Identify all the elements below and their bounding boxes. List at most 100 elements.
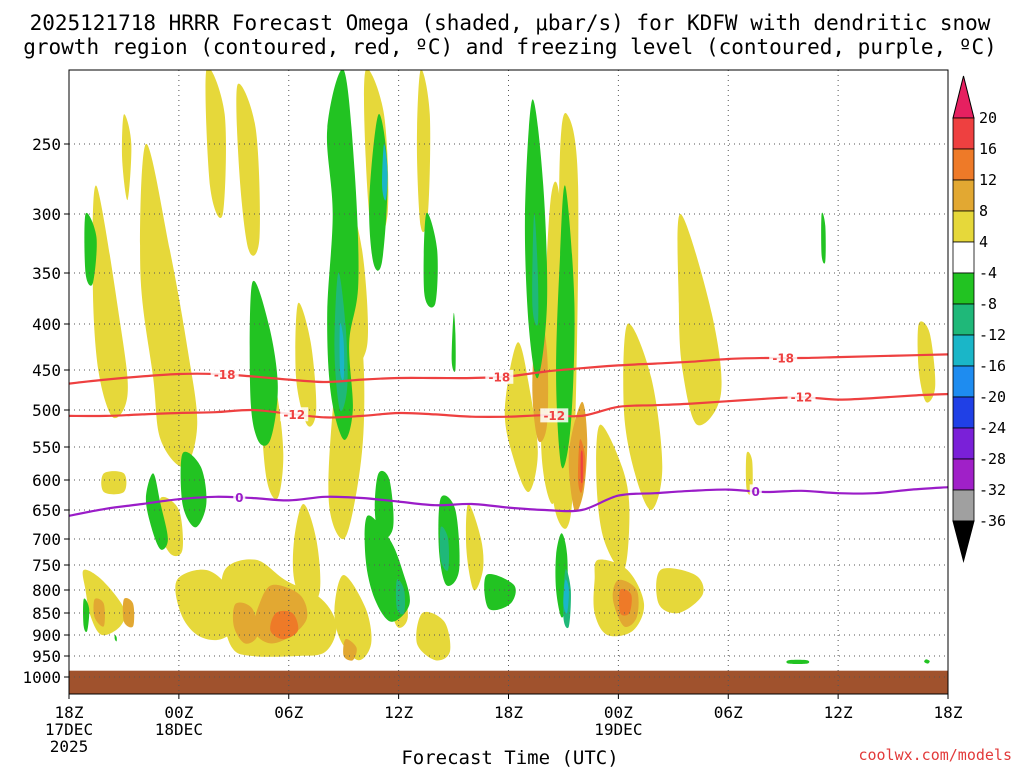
- contour-label-bg: [749, 484, 762, 499]
- x-tick-label: 00Z: [604, 703, 633, 722]
- omega-region: [745, 451, 753, 495]
- omega-region: [563, 579, 569, 614]
- contour-label: -18: [772, 352, 794, 366]
- y-tick-label: 400: [32, 315, 61, 334]
- omega-region: [451, 312, 456, 372]
- colorbar-swatch: [952, 148, 975, 181]
- axis-ticks: 250 300 350 400 450 500 550 600 650 700 750 800 850 9…: [22, 135, 962, 756]
- x-tick-label: 19DEC: [594, 720, 642, 739]
- omega-region: [122, 598, 135, 628]
- omega-region: [532, 213, 539, 326]
- x-tick-label: 18DEC: [155, 720, 203, 739]
- colorbar-swatch: [952, 489, 975, 522]
- x-tick-label: 00Z: [164, 703, 193, 722]
- colorbar-label: 4: [979, 233, 988, 251]
- omega-region: [580, 450, 583, 484]
- chart-title-line1: 2025121718 HRRR Forecast Omega (shaded, …: [30, 11, 991, 35]
- contour-label: -18: [489, 370, 511, 384]
- omega-region: [416, 611, 451, 661]
- grid-lines: [69, 70, 948, 694]
- omega-region: [292, 504, 321, 609]
- omega-region: [101, 471, 127, 495]
- x-tick-label: 18Z: [934, 703, 963, 722]
- omega-region: [369, 114, 388, 271]
- colorbar-label: -20: [979, 388, 1006, 406]
- omega-region: [93, 598, 105, 627]
- y-tick-label: 500: [32, 401, 61, 420]
- omega-region: [121, 114, 132, 201]
- omega-region: [180, 451, 207, 528]
- colorbar-swatch: [952, 396, 975, 429]
- colorbar-swatch: [952, 303, 975, 336]
- omega-region: [295, 302, 317, 427]
- contour-label-bg: [787, 390, 816, 405]
- colorbar-swatch: [952, 241, 975, 274]
- colorbar: 20 16 12 8 4 -4 -8 -12 -16 -20 -24 -28 -32 -36: [952, 75, 1006, 563]
- omega-region: [439, 526, 449, 571]
- y-tick-label: 1000: [22, 668, 61, 687]
- omega-region: [92, 185, 128, 419]
- contour-label-bg: [280, 407, 309, 422]
- x-tick-label: 2025: [50, 737, 89, 756]
- omega-shading: [82, 70, 936, 664]
- omega-region: [339, 323, 345, 381]
- colorbar-swatch: [952, 210, 975, 243]
- x-tick-label: 12Z: [824, 703, 853, 722]
- y-tick-label: 750: [32, 556, 61, 575]
- colorbar-label: -24: [979, 419, 1006, 437]
- contour-label: 0: [235, 491, 243, 505]
- y-tick-label: 600: [32, 471, 61, 490]
- omega-region: [484, 574, 516, 611]
- colorbar-label: 8: [979, 202, 988, 220]
- contour-label: -12: [543, 409, 565, 423]
- colorbar-swatch: [952, 365, 975, 398]
- omega-region: [205, 70, 226, 219]
- omega-region: [618, 588, 632, 616]
- omega-region: [423, 212, 438, 308]
- contour-label: -18: [214, 368, 236, 382]
- chart-title-line2: growth region (contoured, red, ºC) and f…: [23, 35, 997, 59]
- colorbar-label: -4: [979, 264, 997, 282]
- colorbar-label: -28: [979, 450, 1006, 468]
- contour-label-bg: [769, 351, 798, 366]
- x-tick-label: 12Z: [384, 703, 413, 722]
- omega-region: [465, 503, 484, 591]
- colorbar-label: -8: [979, 295, 997, 313]
- y-tick-label: 450: [32, 361, 61, 380]
- y-tick-label: 700: [32, 530, 61, 549]
- colorbar-swatch: [952, 117, 975, 150]
- omega-region: [416, 70, 431, 233]
- contour-label-bg: [233, 490, 246, 505]
- omega-region: [623, 323, 663, 511]
- y-tick-label: 850: [32, 604, 61, 623]
- y-tick-label: 350: [32, 264, 61, 283]
- y-tick-label: 950: [32, 647, 61, 666]
- x-tick-label: 18Z: [494, 703, 523, 722]
- contour-label-bg: [485, 369, 514, 384]
- ground-surface: [69, 670, 948, 694]
- omega-region: [786, 659, 810, 664]
- colorbar-swatch: [952, 458, 975, 491]
- colorbar-label: 12: [979, 171, 997, 189]
- credit-link[interactable]: coolwx.com/models: [858, 746, 1012, 764]
- y-tick-label: 550: [32, 438, 61, 457]
- omega-region: [382, 143, 388, 201]
- omega-region: [82, 569, 126, 636]
- omega-region: [145, 473, 168, 550]
- omega-region: [270, 610, 299, 640]
- x-tick-label: 17DEC: [45, 720, 93, 739]
- x-tick-label: 06Z: [274, 703, 303, 722]
- contour-label-bg: [210, 367, 239, 382]
- colorbar-label: -12: [979, 326, 1006, 344]
- colorbar-label: 16: [979, 140, 997, 158]
- y-tick-label: 650: [32, 501, 61, 520]
- omega-region: [821, 212, 826, 264]
- x-tick-label: 18Z: [55, 703, 84, 722]
- contour-label: -12: [791, 391, 813, 405]
- omega-region: [249, 280, 278, 446]
- omega-region: [236, 83, 260, 256]
- y-tick-label: 300: [32, 205, 61, 224]
- colorbar-swatch: [952, 179, 975, 212]
- omega-region: [677, 213, 722, 426]
- contour-line: [69, 486, 948, 517]
